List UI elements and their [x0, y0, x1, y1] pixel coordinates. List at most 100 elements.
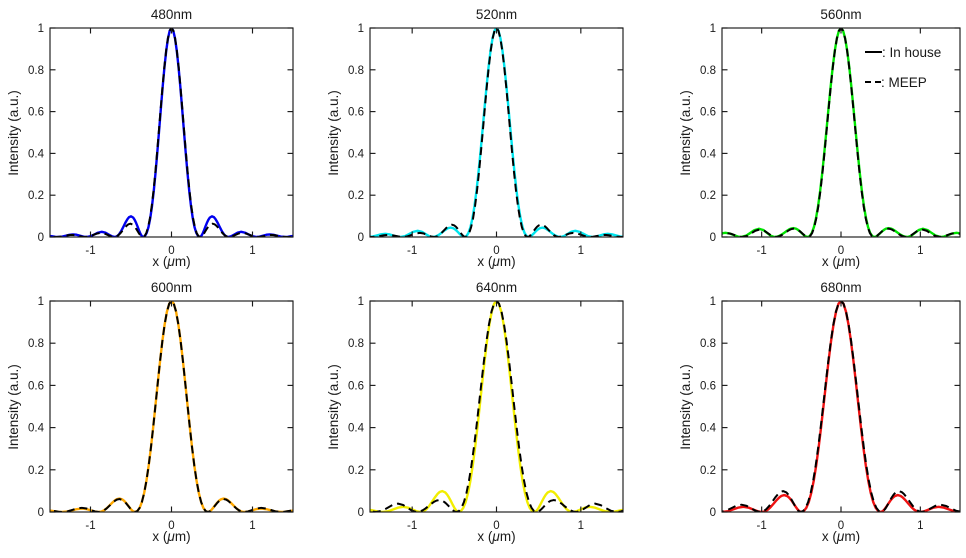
x-tick-label: 0 — [838, 245, 844, 257]
y-tick-label: 0 — [710, 232, 716, 244]
y-tick-label: 0.6 — [28, 107, 44, 119]
axes-box — [721, 300, 961, 513]
y-tick-label: 0.2 — [28, 190, 44, 202]
y-tick-label: 0.4 — [348, 423, 365, 435]
subplot-560nm: -1 0 1 0 0.2 0.4 0.6 0.8 1 560nm Intensity (a.u.… — [644, 0, 966, 279]
curve-in-house — [50, 301, 293, 512]
axes-canvas-480nm: -1 0 1 0 0.2 0.4 0.6 0.8 1 — [28, 23, 294, 257]
mu-symbol: μ — [492, 529, 500, 544]
x-tick-label: 1 — [917, 520, 923, 532]
axes-canvas-560nm: -1 0 1 0 0.2 0.4 0.6 0.8 1 — [700, 23, 961, 257]
y-tick-label: 0.4 — [700, 423, 717, 435]
y-axis-label: Intensity (a.u.) — [326, 363, 341, 450]
ticks-and-tick-labels — [370, 300, 623, 513]
x-tick-label: -1 — [407, 245, 417, 257]
subplot-title: 560nm — [820, 7, 862, 22]
curves — [370, 301, 623, 512]
y-tick-label: 0 — [710, 507, 716, 519]
y-tick-label: 0.4 — [700, 148, 717, 160]
axes-canvas-680nm: -1 0 1 0 0.2 0.4 0.6 0.8 1 — [700, 296, 961, 532]
curve-in-house — [722, 301, 960, 512]
y-tick-label: 0.2 — [28, 465, 44, 477]
axes-box — [369, 300, 624, 513]
x-axis-label: x (μm) — [821, 254, 861, 269]
legend-item-in-house: : In house — [865, 43, 941, 61]
x-tick-label: -1 — [85, 520, 95, 532]
ticks-and-tick-labels — [50, 300, 293, 513]
axes-canvas-520nm: -1 0 1 0 0.2 0.4 0.6 0.8 1 — [348, 23, 624, 257]
y-axis-label: Intensity (a.u.) — [6, 363, 21, 450]
subplot-title: 520nm — [475, 7, 518, 22]
y-tick-label: 1 — [38, 23, 44, 35]
y-tick-label: 0.8 — [28, 65, 44, 77]
curve-meep — [370, 28, 623, 237]
curves — [722, 28, 960, 237]
x-tick-label: -1 — [757, 520, 767, 532]
x-tick-label: 1 — [917, 245, 923, 257]
curve-meep — [722, 28, 960, 237]
y-tick-label: 0.2 — [348, 465, 364, 477]
ticks-and-tick-labels — [370, 27, 623, 238]
x-tick-label: 0 — [493, 520, 499, 532]
curves — [722, 301, 960, 512]
y-tick-label: 0.4 — [28, 148, 45, 160]
curves — [50, 28, 293, 237]
y-axis-label: Intensity (a.u.) — [6, 89, 21, 176]
y-tick-label: 0.8 — [700, 65, 716, 77]
axes-box — [49, 300, 294, 513]
y-tick-label: 1 — [38, 296, 44, 308]
x-axis-label: x (μm) — [821, 529, 861, 544]
subplot-480nm: -1 0 1 0 0.2 0.4 0.6 0.8 1 480nm Intensity (a.u.… — [0, 0, 322, 279]
axes-canvas-640nm: -1 0 1 0 0.2 0.4 0.6 0.8 1 — [348, 296, 624, 532]
y-tick-label: 0.6 — [700, 107, 716, 119]
x-tick-label: 1 — [578, 520, 584, 532]
ticks-and-tick-labels — [722, 27, 960, 238]
legend: : In house : MEEP — [865, 43, 941, 103]
mu-symbol: μ — [836, 529, 845, 544]
subplot-title: 600nm — [150, 280, 193, 295]
y-tick-label: 0.6 — [28, 380, 44, 392]
mu-symbol: μ — [167, 254, 175, 269]
y-tick-label: 0.8 — [348, 65, 364, 77]
y-tick-label: 0.8 — [700, 338, 716, 350]
legend-item-meep: : MEEP — [865, 73, 941, 91]
x-tick-label: 0 — [168, 520, 174, 532]
curve-in-house — [50, 28, 293, 237]
y-tick-label: 0.8 — [28, 338, 44, 350]
x-tick-label: 0 — [493, 245, 499, 257]
ticks-and-tick-labels — [722, 300, 960, 513]
mu-symbol: μ — [836, 254, 845, 269]
y-tick-label: 0.2 — [348, 190, 364, 202]
y-tick-label: 1 — [358, 23, 364, 35]
y-tick-label: 0.4 — [28, 423, 45, 435]
axes-canvas-600nm: -1 0 1 0 0.2 0.4 0.6 0.8 1 — [28, 296, 294, 532]
y-tick-label: 0.6 — [700, 380, 716, 392]
y-tick-label: 0.6 — [348, 380, 364, 392]
y-axis-label: Intensity (a.u.) — [678, 363, 693, 450]
curve-in-house — [370, 301, 623, 512]
x-tick-label: -1 — [85, 245, 95, 257]
x-tick-label: 1 — [249, 245, 255, 257]
y-tick-label: 1 — [710, 296, 716, 308]
y-tick-label: 0.8 — [348, 338, 364, 350]
y-tick-label: 1 — [710, 23, 716, 35]
y-tick-label: 0 — [358, 232, 364, 244]
y-tick-label: 0.2 — [700, 465, 716, 477]
y-tick-label: 0.2 — [700, 190, 716, 202]
y-axis-label: Intensity (a.u.) — [678, 89, 693, 176]
x-axis-label: x (μm) — [477, 529, 516, 544]
x-tick-label: 1 — [249, 520, 255, 532]
curve-meep — [50, 28, 293, 237]
legend-solid-line-sample — [865, 51, 882, 53]
y-tick-label: 0.6 — [348, 107, 364, 119]
subplot-680nm: -1 0 1 0 0.2 0.4 0.6 0.8 1 680nm Intensity (a.u.… — [644, 279, 966, 558]
curve-meep — [370, 301, 623, 512]
subplot-title: 640nm — [475, 280, 518, 295]
ticks-and-tick-labels — [50, 27, 293, 238]
x-tick-label: 1 — [578, 245, 584, 257]
x-axis-label: x (μm) — [477, 254, 516, 269]
x-axis-label: x (μm) — [152, 529, 191, 544]
x-tick-label: 0 — [168, 245, 174, 257]
subplot-title: 680nm — [820, 280, 862, 295]
x-tick-label: -1 — [407, 520, 417, 532]
